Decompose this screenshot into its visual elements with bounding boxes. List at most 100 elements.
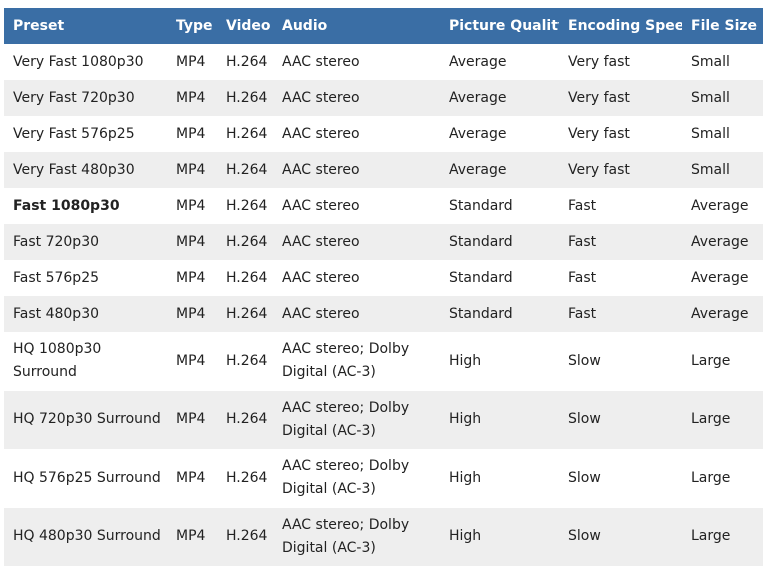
cell-file-size: Large [691,352,731,369]
cell-type: MP4 [176,233,206,250]
cell-video: H.264 [226,411,268,428]
cell-video: H.264 [226,53,268,70]
cell-encoding-speed: Very fast [568,53,630,70]
cell-picture-quality: Standard [449,269,513,286]
cell-file-size: Average [691,197,749,214]
cell-preset: HQ 720p30 Surround [13,411,161,428]
table-row: Very Fast 1080p30 MP4 H.264 AAC stereo Avera… [4,44,763,80]
header-video: Video [226,18,271,34]
cell-preset: Fast 576p25 [13,269,100,286]
cell-audio: AAC stereo [273,296,440,332]
cell-type: MP4 [176,269,206,286]
cell-video: H.264 [226,233,268,250]
table-row: Fast 576p25 MP4 H.264 AAC stereo Standard Fas… [4,260,763,296]
table-row: Fast 720p30 MP4 H.264 AAC stereo Standard Fas… [4,224,763,260]
cell-picture-quality: Average [449,125,507,142]
cell-type: MP4 [176,197,206,214]
table-row: HQ 720p30 Surround MP4 H.264 AAC stereo; Do… [4,390,763,450]
cell-video: H.264 [226,89,268,106]
cell-audio: AAC stereo; Dolby Digital (AC-3) [273,449,440,508]
header-file-size: File Size [691,18,758,34]
audio-line: Digital (AC-3) [282,422,376,439]
cell-video: H.264 [226,305,268,322]
audio-line: AAC stereo [282,305,360,322]
cell-file-size: Small [691,161,730,178]
cell-audio: AAC stereo [273,224,440,260]
cell-preset: HQ 1080p30 Surround [13,341,102,381]
cell-preset: Fast 720p30 [13,233,100,250]
header-encoding-speed: Encoding Speed [568,18,682,34]
header-audio: Audio [282,18,328,34]
cell-video: H.264 [226,161,268,178]
cell-picture-quality: Average [449,53,507,70]
cell-type: MP4 [176,305,206,322]
cell-picture-quality: Average [449,89,507,106]
cell-video: H.264 [226,269,268,286]
cell-file-size: Large [691,411,731,428]
cell-type: MP4 [176,161,206,178]
cell-encoding-speed: Very fast [568,89,630,106]
presets-table: Preset Type Video Audio Picture Quality … [4,8,763,566]
cell-audio: AAC stereo [273,80,440,116]
cell-encoding-speed: Slow [568,352,601,369]
cell-picture-quality: High [449,469,482,486]
cell-video: H.264 [226,125,268,142]
audio-line: AAC stereo; Dolby [282,458,410,475]
header-picture-quality: Picture Quality [449,18,559,34]
table-body: Very Fast 1080p30 MP4 H.264 AAC stereo Avera… [4,44,763,566]
cell-audio: AAC stereo; Dolby Digital (AC-3) [273,508,440,566]
cell-file-size: Average [691,269,749,286]
table-header: Preset Type Video Audio Picture Quality … [4,8,763,44]
cell-type: MP4 [176,352,206,369]
table-row: Very Fast 720p30 MP4 H.264 AAC stereo Averag… [4,80,763,116]
cell-encoding-speed: Very fast [568,161,630,178]
cell-encoding-speed: Fast [568,197,597,214]
cell-audio: AAC stereo [273,152,440,188]
cell-audio: AAC stereo [273,260,440,296]
cell-encoding-speed: Fast [568,233,597,250]
audio-line: AAC stereo [282,269,360,286]
cell-encoding-speed: Fast [568,269,597,286]
header-type: Type [176,18,213,34]
cell-picture-quality: High [449,352,482,369]
audio-line: Digital (AC-3) [282,539,376,556]
cell-video: H.264 [226,469,268,486]
cell-picture-quality: Standard [449,233,513,250]
cell-preset: Very Fast 480p30 [13,161,135,178]
cell-video: H.264 [226,197,268,214]
cell-file-size: Large [691,528,731,545]
cell-picture-quality: Average [449,161,507,178]
cell-audio: AAC stereo [273,116,440,152]
cell-type: MP4 [176,528,206,545]
header-row: Preset Type Video Audio Picture Quality … [4,8,763,44]
table-row: HQ 1080p30 Surround MP4 H.264 AAC stereo; D… [4,332,763,391]
cell-preset: Very Fast 720p30 [13,89,135,106]
audio-line: Digital (AC-3) [282,481,376,498]
table-row: Very Fast 576p25 MP4 H.264 AAC stereo Averag… [4,116,763,152]
table-row: Very Fast 480p30 MP4 H.264 AAC stereo Averag… [4,152,763,188]
audio-line: AAC stereo [282,53,360,70]
cell-preset: HQ 480p30 Surround [13,528,161,545]
cell-type: MP4 [176,411,206,428]
cell-type: MP4 [176,53,206,70]
cell-video: H.264 [226,528,268,545]
cell-file-size: Small [691,89,730,106]
audio-line: AAC stereo; Dolby [282,516,410,533]
cell-preset: Fast 1080p30 [13,197,120,214]
cell-picture-quality: Standard [449,197,513,214]
audio-line: AAC stereo; Dolby [282,399,410,416]
cell-audio: AAC stereo [273,44,440,80]
cell-preset: Fast 480p30 [13,305,100,322]
cell-file-size: Large [691,469,731,486]
cell-file-size: Average [691,233,749,250]
cell-type: MP4 [176,125,206,142]
audio-line: AAC stereo [282,89,360,106]
cell-encoding-speed: Slow [568,528,601,545]
audio-line: AAC stereo [282,197,360,214]
table-row: Fast 480p30 MP4 H.264 AAC stereo Standard Fas… [4,296,763,332]
cell-file-size: Average [691,305,749,322]
cell-type: MP4 [176,89,206,106]
header-preset: Preset [13,18,65,34]
cell-audio: AAC stereo; Dolby Digital (AC-3) [273,391,440,450]
cell-file-size: Small [691,53,730,70]
